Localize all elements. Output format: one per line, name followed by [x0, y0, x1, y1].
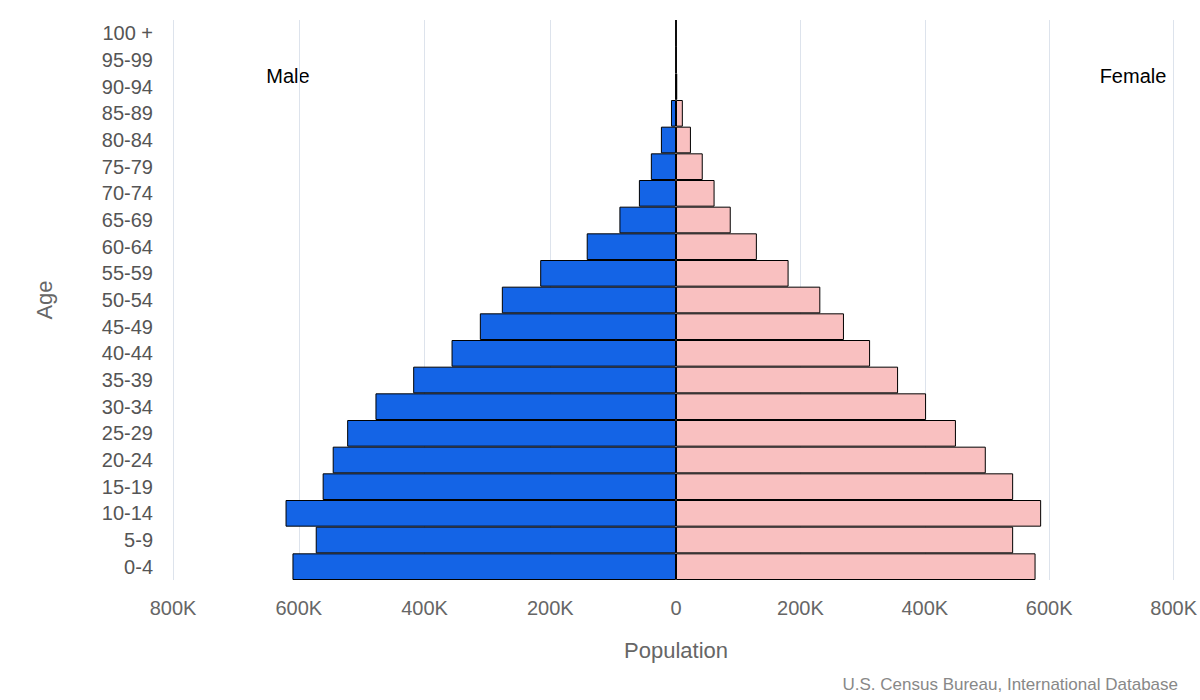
svg-text:25-29: 25-29: [102, 422, 153, 444]
svg-text:50-54: 50-54: [102, 289, 153, 311]
svg-text:15-19: 15-19: [102, 476, 153, 498]
svg-text:5-9: 5-9: [124, 529, 153, 551]
svg-text:55-59: 55-59: [102, 262, 153, 284]
svg-text:75-79: 75-79: [102, 156, 153, 178]
svg-text:100 +: 100 +: [102, 22, 153, 44]
svg-text:40-44: 40-44: [102, 342, 153, 364]
svg-text:200K: 200K: [527, 597, 574, 619]
svg-text:Female: Female: [1100, 65, 1167, 87]
svg-text:600K: 600K: [1026, 597, 1073, 619]
svg-text:90-94: 90-94: [102, 76, 153, 98]
svg-text:70-74: 70-74: [102, 182, 153, 204]
svg-text:80-84: 80-84: [102, 129, 153, 151]
svg-text:10-14: 10-14: [102, 502, 153, 524]
svg-text:0: 0: [670, 597, 681, 619]
svg-text:U.S. Census Bureau, Internatio: U.S. Census Bureau, International Databa…: [843, 675, 1178, 694]
svg-text:Population: Population: [624, 638, 728, 663]
svg-text:85-89: 85-89: [102, 102, 153, 124]
svg-text:400K: 400K: [901, 597, 948, 619]
svg-text:800K: 800K: [1150, 597, 1197, 619]
svg-text:200K: 200K: [777, 597, 824, 619]
svg-text:60-64: 60-64: [102, 236, 153, 258]
svg-text:95-99: 95-99: [102, 49, 153, 71]
svg-text:Age: Age: [32, 280, 57, 319]
svg-text:20-24: 20-24: [102, 449, 153, 471]
svg-text:30-34: 30-34: [102, 396, 153, 418]
svg-text:400K: 400K: [401, 597, 448, 619]
svg-text:65-69: 65-69: [102, 209, 153, 231]
svg-text:45-49: 45-49: [102, 316, 153, 338]
svg-text:0-4: 0-4: [124, 556, 153, 578]
svg-text:Male: Male: [266, 65, 309, 87]
svg-text:35-39: 35-39: [102, 369, 153, 391]
svg-text:800K: 800K: [150, 597, 197, 619]
svg-text:600K: 600K: [275, 597, 322, 619]
